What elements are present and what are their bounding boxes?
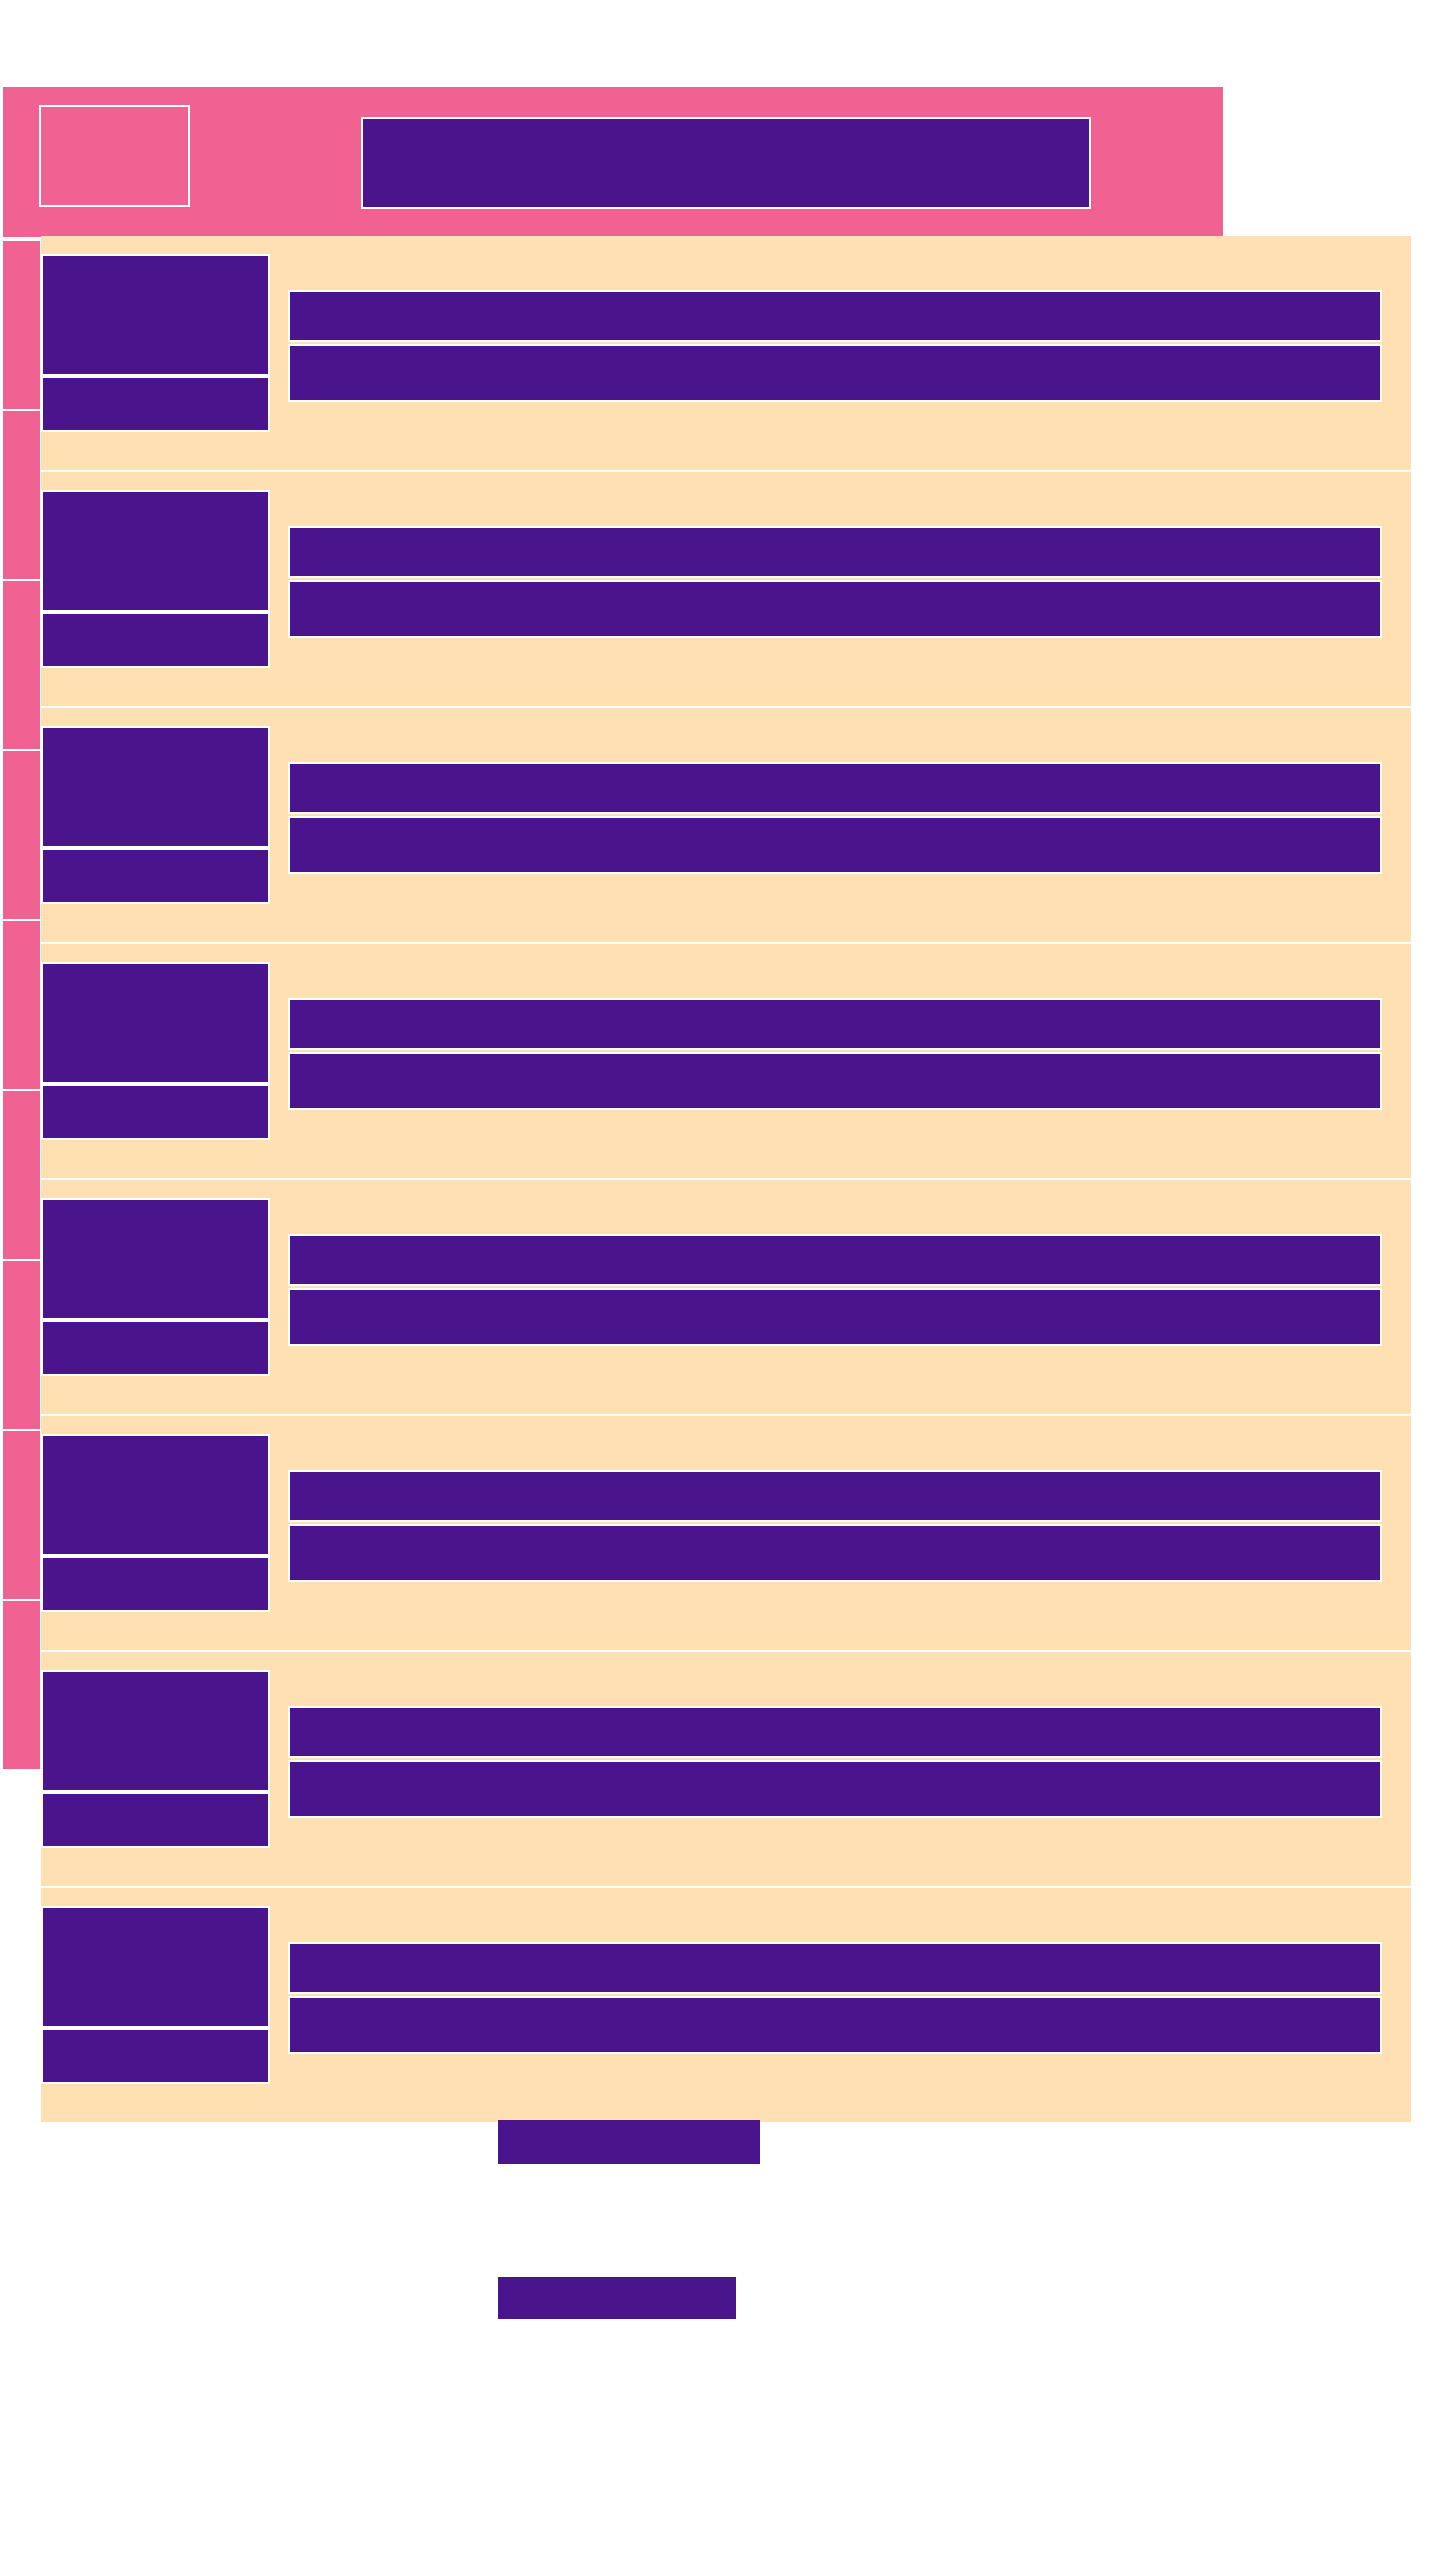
rail-item[interactable] [3,1601,40,1771]
list-item[interactable] [41,708,1411,944]
item-title [288,290,1382,342]
thumbnail [41,254,270,376]
rail-item[interactable] [3,921,40,1091]
item-subtitle [288,344,1382,402]
item-title [288,1942,1382,1994]
item-title [288,762,1382,814]
item-subtitle [288,1524,1382,1582]
item-subtitle [288,1288,1382,1346]
rail-item[interactable] [3,1261,40,1431]
thumbnail-caption [41,1084,270,1140]
list-item[interactable] [41,1652,1411,1888]
thumbnail-caption [41,1556,270,1612]
footer-link[interactable] [498,2277,736,2319]
item-subtitle [288,1996,1382,2054]
rail-item[interactable] [3,1091,40,1261]
item-title [288,1706,1382,1758]
list-item[interactable] [41,1416,1411,1652]
item-subtitle [288,816,1382,874]
item-title [288,998,1382,1050]
thumbnail-caption [41,1792,270,1848]
thumbnail [41,726,270,848]
list-item[interactable] [41,944,1411,1180]
list-item[interactable] [41,1180,1411,1416]
page-title [361,117,1091,209]
thumbnail-caption [41,376,270,432]
thumbnail-caption [41,1320,270,1376]
item-title [288,1470,1382,1522]
rail-item[interactable] [3,241,40,411]
thumbnail [41,490,270,612]
list-item[interactable] [41,1888,1411,2124]
item-subtitle [288,580,1382,638]
rail-item[interactable] [3,411,40,581]
thumbnail [41,1198,270,1320]
item-subtitle [288,1052,1382,1110]
thumbnail-caption [41,2028,270,2084]
logo[interactable] [39,105,190,207]
rail-item[interactable] [3,581,40,751]
thumbnail [41,962,270,1084]
item-title [288,1234,1382,1286]
thumbnail-caption [41,612,270,668]
footer-link[interactable] [498,2120,760,2164]
thumbnail [41,1434,270,1556]
list-item[interactable] [41,472,1411,708]
item-subtitle [288,1760,1382,1818]
list-item[interactable] [41,236,1411,472]
item-title [288,526,1382,578]
app-header [3,87,1223,237]
thumbnail [41,1906,270,2028]
rail-item[interactable] [3,751,40,921]
thumbnail-caption [41,848,270,904]
thumbnail [41,1670,270,1792]
side-rail [3,241,40,1771]
rail-item[interactable] [3,1431,40,1601]
card-list [41,236,1411,2124]
